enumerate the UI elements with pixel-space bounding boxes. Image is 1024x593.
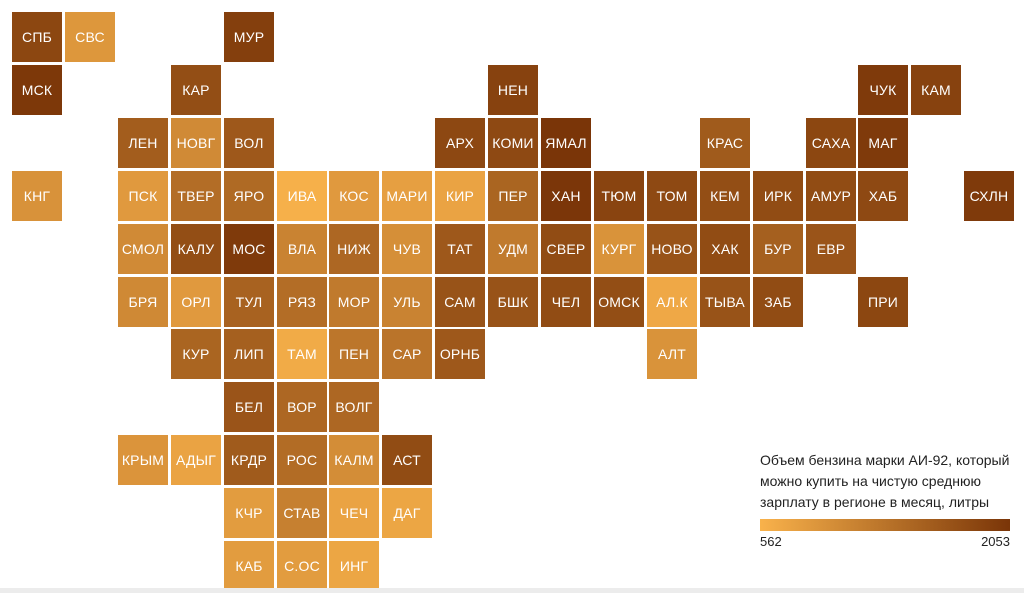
region-tile[interactable]: ПЕР bbox=[488, 171, 538, 221]
region-tile[interactable]: ТАТ bbox=[435, 224, 485, 274]
region-tile[interactable]: НОВГ bbox=[171, 118, 221, 168]
region-tile[interactable]: АРХ bbox=[435, 118, 485, 168]
region-tile[interactable]: СВЕР bbox=[541, 224, 591, 274]
region-tile[interactable]: ХАК bbox=[700, 224, 750, 274]
region-tile[interactable]: БЕЛ bbox=[224, 382, 274, 432]
region-tile[interactable]: ЧЕЛ bbox=[541, 277, 591, 327]
region-tile[interactable]: НЕН bbox=[488, 65, 538, 115]
region-tile[interactable]: ОМСК bbox=[594, 277, 644, 327]
region-tile[interactable]: КАЛУ bbox=[171, 224, 221, 274]
region-tile[interactable]: КНГ bbox=[12, 171, 62, 221]
legend: Объем бензина марки АИ-92, который можно… bbox=[760, 450, 1012, 549]
region-tile[interactable]: ИНГ bbox=[329, 541, 379, 591]
region-tile[interactable]: СМОЛ bbox=[118, 224, 168, 274]
region-tile[interactable]: ВОЛГ bbox=[329, 382, 379, 432]
region-tile[interactable]: ТАМ bbox=[277, 329, 327, 379]
region-tile[interactable]: НОВО bbox=[647, 224, 697, 274]
region-tile[interactable]: ЧУК bbox=[858, 65, 908, 115]
region-tile[interactable]: ХАБ bbox=[858, 171, 908, 221]
region-tile[interactable]: ИРК bbox=[753, 171, 803, 221]
region-tile[interactable]: СПБ bbox=[12, 12, 62, 62]
region-tile[interactable]: НИЖ bbox=[329, 224, 379, 274]
region-tile[interactable]: ПСК bbox=[118, 171, 168, 221]
region-tile[interactable]: ЗАБ bbox=[753, 277, 803, 327]
region-tile[interactable]: КОС bbox=[329, 171, 379, 221]
region-tile[interactable]: КУРГ bbox=[594, 224, 644, 274]
region-tile[interactable]: КУР bbox=[171, 329, 221, 379]
region-tile[interactable]: МОС bbox=[224, 224, 274, 274]
region-tile[interactable]: МАГ bbox=[858, 118, 908, 168]
region-tile[interactable]: ТЫВА bbox=[700, 277, 750, 327]
region-tile[interactable]: МАРИ bbox=[382, 171, 432, 221]
region-tile[interactable]: ЧУВ bbox=[382, 224, 432, 274]
region-tile[interactable]: ИВА bbox=[277, 171, 327, 221]
region-tile[interactable]: АСТ bbox=[382, 435, 432, 485]
region-tile[interactable]: МСК bbox=[12, 65, 62, 115]
region-tile[interactable]: ЧЕЧ bbox=[329, 488, 379, 538]
region-tile[interactable]: КРАС bbox=[700, 118, 750, 168]
region-tile[interactable]: КАБ bbox=[224, 541, 274, 591]
region-tile[interactable]: ВОР bbox=[277, 382, 327, 432]
region-tile[interactable]: ХАН bbox=[541, 171, 591, 221]
region-tile[interactable]: СВС bbox=[65, 12, 115, 62]
legend-gradient-bar bbox=[760, 519, 1010, 531]
region-tile[interactable]: ОРЛ bbox=[171, 277, 221, 327]
region-tile[interactable]: САМ bbox=[435, 277, 485, 327]
region-tile[interactable]: КРЫМ bbox=[118, 435, 168, 485]
region-tile[interactable]: УЛЬ bbox=[382, 277, 432, 327]
region-tile[interactable]: АЛ.К bbox=[647, 277, 697, 327]
region-tile[interactable]: КЕМ bbox=[700, 171, 750, 221]
region-tile[interactable]: ЛЕН bbox=[118, 118, 168, 168]
region-tile[interactable]: ЕВР bbox=[806, 224, 856, 274]
region-tile[interactable]: ДАГ bbox=[382, 488, 432, 538]
region-tile[interactable]: ВОЛ bbox=[224, 118, 274, 168]
region-tile[interactable]: КЧР bbox=[224, 488, 274, 538]
region-tile[interactable]: С.ОС bbox=[277, 541, 327, 591]
region-tile[interactable]: РОС bbox=[277, 435, 327, 485]
region-tile[interactable]: КАЛМ bbox=[329, 435, 379, 485]
region-tile[interactable]: ЯМАЛ bbox=[541, 118, 591, 168]
region-tile[interactable]: РЯЗ bbox=[277, 277, 327, 327]
region-tile[interactable]: АДЫГ bbox=[171, 435, 221, 485]
region-tile[interactable]: КАР bbox=[171, 65, 221, 115]
legend-title: Объем бензина марки АИ-92, который можно… bbox=[760, 452, 1010, 510]
region-tile[interactable]: ЛИП bbox=[224, 329, 274, 379]
region-tile[interactable]: МУР bbox=[224, 12, 274, 62]
region-tile[interactable]: БШК bbox=[488, 277, 538, 327]
region-tile[interactable]: КОМИ bbox=[488, 118, 538, 168]
region-tile[interactable]: УДМ bbox=[488, 224, 538, 274]
region-tile[interactable]: БРЯ bbox=[118, 277, 168, 327]
region-tile[interactable]: СХЛН bbox=[964, 171, 1014, 221]
region-tile[interactable]: САХА bbox=[806, 118, 856, 168]
scroll-strip bbox=[0, 588, 1024, 593]
region-tile[interactable]: ОРНБ bbox=[435, 329, 485, 379]
region-tile[interactable]: МОР bbox=[329, 277, 379, 327]
region-tile[interactable]: ПЕН bbox=[329, 329, 379, 379]
region-tile[interactable]: ВЛА bbox=[277, 224, 327, 274]
region-tile[interactable]: КРДР bbox=[224, 435, 274, 485]
region-tile[interactable]: ТОМ bbox=[647, 171, 697, 221]
region-tile[interactable]: ПРИ bbox=[858, 277, 908, 327]
region-tile[interactable]: СТАВ bbox=[277, 488, 327, 538]
region-tile[interactable]: БУР bbox=[753, 224, 803, 274]
region-tile[interactable]: ТУЛ bbox=[224, 277, 274, 327]
legend-min-label: 562 bbox=[760, 534, 782, 549]
legend-max-label: 2053 bbox=[981, 534, 1010, 549]
region-tile[interactable]: ТЮМ bbox=[594, 171, 644, 221]
region-tile[interactable]: САР bbox=[382, 329, 432, 379]
region-tile[interactable]: КАМ bbox=[911, 65, 961, 115]
region-tile[interactable]: ТВЕР bbox=[171, 171, 221, 221]
region-tile[interactable]: АЛТ bbox=[647, 329, 697, 379]
region-tile[interactable]: КИР bbox=[435, 171, 485, 221]
legend-labels: 562 2053 bbox=[760, 534, 1010, 549]
region-tile[interactable]: АМУР bbox=[806, 171, 856, 221]
region-tile[interactable]: ЯРО bbox=[224, 171, 274, 221]
